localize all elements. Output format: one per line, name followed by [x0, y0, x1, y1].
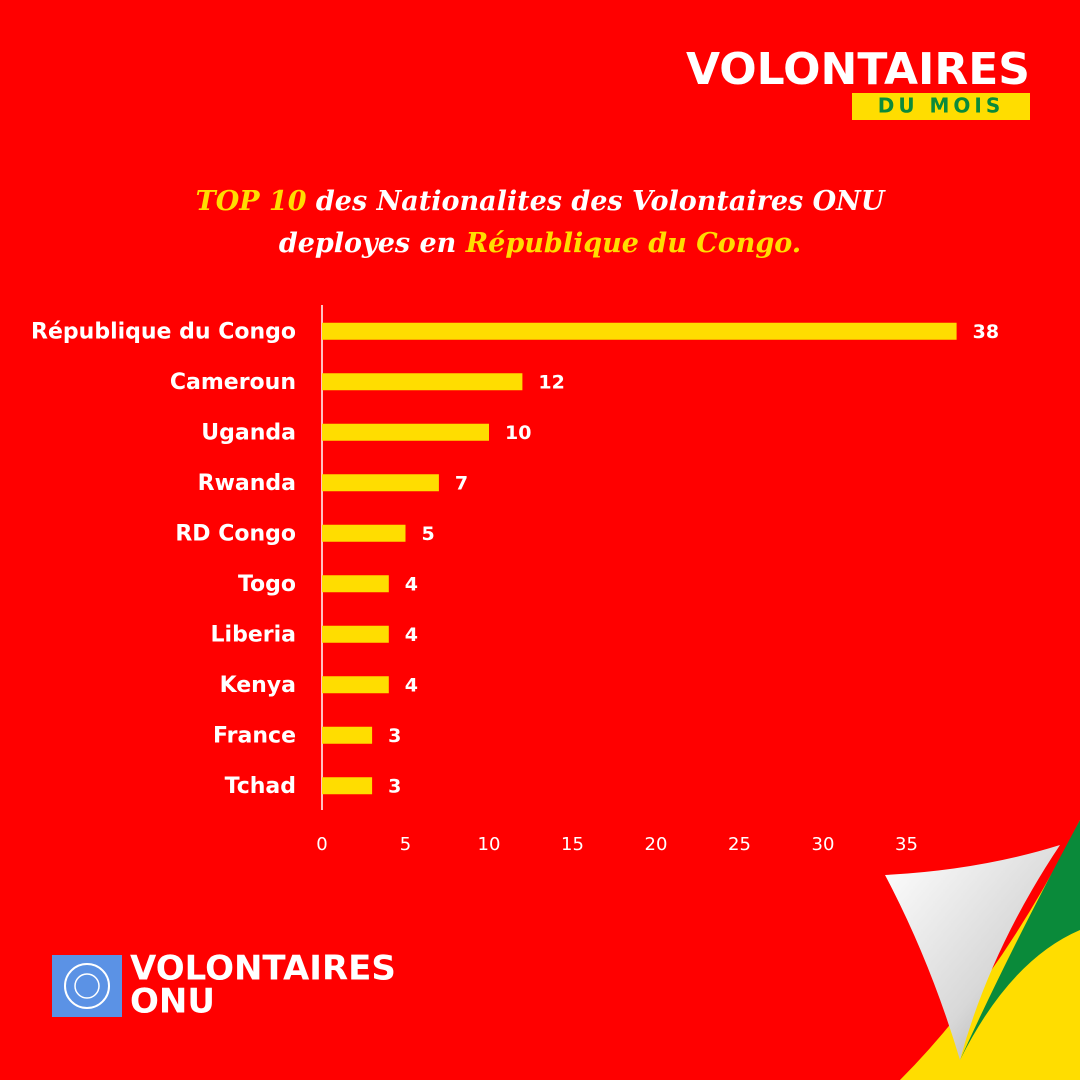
- bar: [322, 322, 957, 340]
- bar: [322, 474, 439, 492]
- logo-text: VOLONTAIRES: [130, 949, 396, 989]
- title-part: des Nationalites des Volontaires ONU: [316, 186, 886, 217]
- value-label: 7: [455, 472, 468, 494]
- y-tick-label: Uganda: [201, 420, 296, 445]
- value-label: 3: [388, 775, 401, 797]
- x-tick-label: 25: [728, 834, 751, 855]
- x-tick-label: 35: [895, 834, 918, 855]
- flag-yellow: [900, 820, 1080, 1080]
- x-tick-label: 10: [478, 834, 501, 855]
- value-label: 4: [405, 674, 418, 696]
- value-label: 4: [405, 624, 418, 646]
- un-logo: [52, 955, 122, 1017]
- value-label: 4: [405, 573, 418, 595]
- x-tick-label: 20: [645, 834, 668, 855]
- brand-sub: DU MOIS: [878, 94, 1005, 118]
- brand-sub-box: [852, 93, 1030, 120]
- y-tick-label: Kenya: [220, 673, 296, 698]
- un-emblem-inner: [74, 973, 100, 999]
- title-line-2: deployes en République du Congo.: [279, 228, 801, 259]
- y-tick-label: Cameroun: [170, 370, 296, 395]
- y-tick-label: République du Congo: [31, 319, 296, 344]
- bar: [322, 726, 373, 744]
- bar: [322, 625, 389, 643]
- y-tick-label: Togo: [238, 572, 296, 597]
- bar: [322, 676, 389, 694]
- x-tick-label: 30: [812, 834, 835, 855]
- brand: VOLONTAIRES: [686, 44, 1030, 95]
- flag-green: [960, 820, 1080, 1060]
- bar: [322, 524, 406, 542]
- x-tick-label: 15: [561, 834, 584, 855]
- title-line-1: TOP 10 des Nationalites des Volontaires …: [196, 186, 886, 217]
- y-tick-label: Rwanda: [198, 471, 296, 496]
- y-tick-label: RD Congo: [175, 521, 296, 546]
- x-tick-label: 0: [316, 834, 327, 855]
- page-curl: [885, 845, 1060, 1060]
- value-label: 10: [505, 422, 531, 444]
- value-label: 12: [538, 371, 564, 393]
- bar: [322, 575, 389, 593]
- value-label: 38: [973, 321, 999, 343]
- un-emblem: [64, 963, 110, 1009]
- title-part: deployes en: [279, 228, 456, 259]
- value-label: 5: [422, 523, 435, 545]
- y-tick-label: Tchad: [225, 774, 296, 799]
- title-part: République du Congo.: [465, 228, 801, 259]
- bar: [322, 423, 489, 441]
- value-label: 3: [388, 725, 401, 747]
- y-tick-label: Liberia: [211, 622, 296, 647]
- logo-text: ONU: [130, 982, 215, 1022]
- title-part: TOP 10: [196, 186, 307, 217]
- bar: [322, 777, 373, 795]
- bar: [322, 373, 523, 391]
- y-tick-label: France: [213, 723, 296, 748]
- x-tick-label: 5: [400, 834, 411, 855]
